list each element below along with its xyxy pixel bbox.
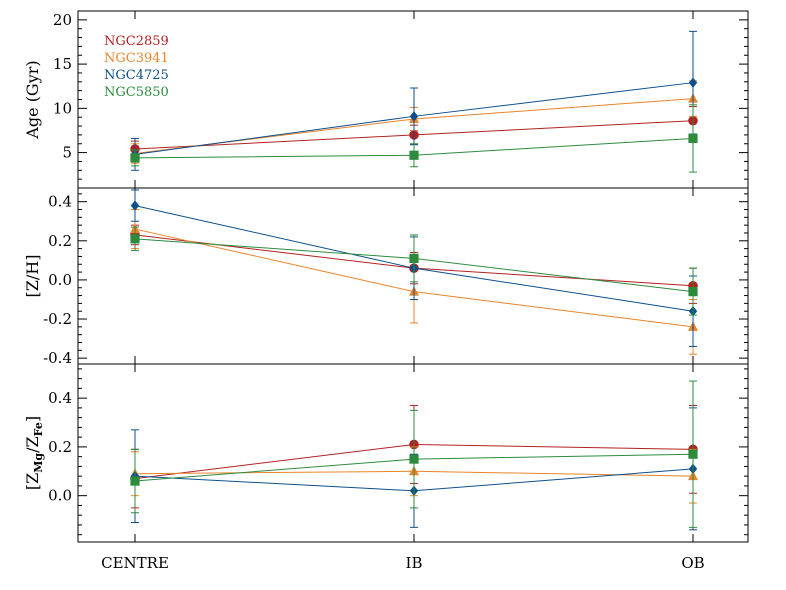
y-axis-label-part: ] (23, 416, 42, 422)
y-axis-label-part: [Z (23, 473, 42, 490)
y-axis-label-age: Age (Gyr) (23, 60, 42, 139)
category-axis-labels: CENTRE IB OB (101, 554, 705, 572)
series-NGC5850-age (130, 104, 698, 173)
y-tick-label: 0.2 (48, 232, 72, 250)
category-label-ob: OB (681, 554, 704, 572)
data-point (688, 77, 698, 88)
y-tick-label: 0.4 (48, 389, 72, 407)
y-tick-label: 20 (53, 11, 72, 29)
y-tick-label: 0.0 (48, 271, 72, 289)
data-point (688, 287, 698, 297)
y-axis-label-part: /Z (23, 436, 42, 453)
category-label-ib: IB (406, 554, 423, 572)
series-NGC5850-zmgfe (130, 380, 698, 528)
y-axis-label-part: Mg (32, 453, 45, 473)
data-point (130, 476, 140, 486)
data-point (688, 133, 698, 144)
y-tick-label: 0.4 (48, 193, 72, 211)
data-point (409, 111, 419, 122)
legend-label-NGC2859: NGC2859 (104, 34, 169, 49)
legend: NGC2859 NGC3941 NGC4725 NGC5850 (104, 34, 169, 100)
legend-label-NGC4725: NGC4725 (104, 68, 169, 83)
data-point (409, 150, 419, 160)
y-tick-label: -0.2 (43, 310, 72, 328)
data-point (130, 234, 140, 244)
data-point (409, 253, 419, 263)
data-point (409, 454, 419, 464)
y-tick-label: 15 (53, 55, 72, 73)
y-axis-label-zh: [Z/H] (23, 255, 42, 298)
y-tick-label: 0.2 (48, 438, 72, 456)
panel-zmgfe: 0.00.20.4[ZMg/ZFe] (23, 363, 749, 543)
legend-label-NGC5850: NGC5850 (104, 85, 169, 100)
data-point (130, 153, 140, 163)
y-tick-label: 5 (62, 144, 72, 162)
data-point (688, 449, 698, 459)
legend-label-NGC3941: NGC3941 (104, 51, 169, 66)
y-tick-label: 10 (53, 99, 72, 117)
category-label-centre: CENTRE (101, 554, 169, 572)
panel-zh: -0.4 -0.2 0.0 0.2 0.4 [Z/H] (23, 187, 749, 367)
panel-frame-zh (77, 187, 749, 365)
panel-frame-zmgfe (77, 363, 749, 543)
panel-frame-age (77, 10, 749, 189)
data-point (130, 200, 140, 211)
y-tick-label: -0.4 (43, 349, 72, 367)
series-NGC5850-zh (130, 226, 698, 316)
y-axis-label-part: Fe (32, 422, 45, 436)
y-axis-label-zmgfe: [ZMg/ZFe] (23, 416, 45, 490)
y-tick-label: 0.0 (48, 487, 72, 505)
